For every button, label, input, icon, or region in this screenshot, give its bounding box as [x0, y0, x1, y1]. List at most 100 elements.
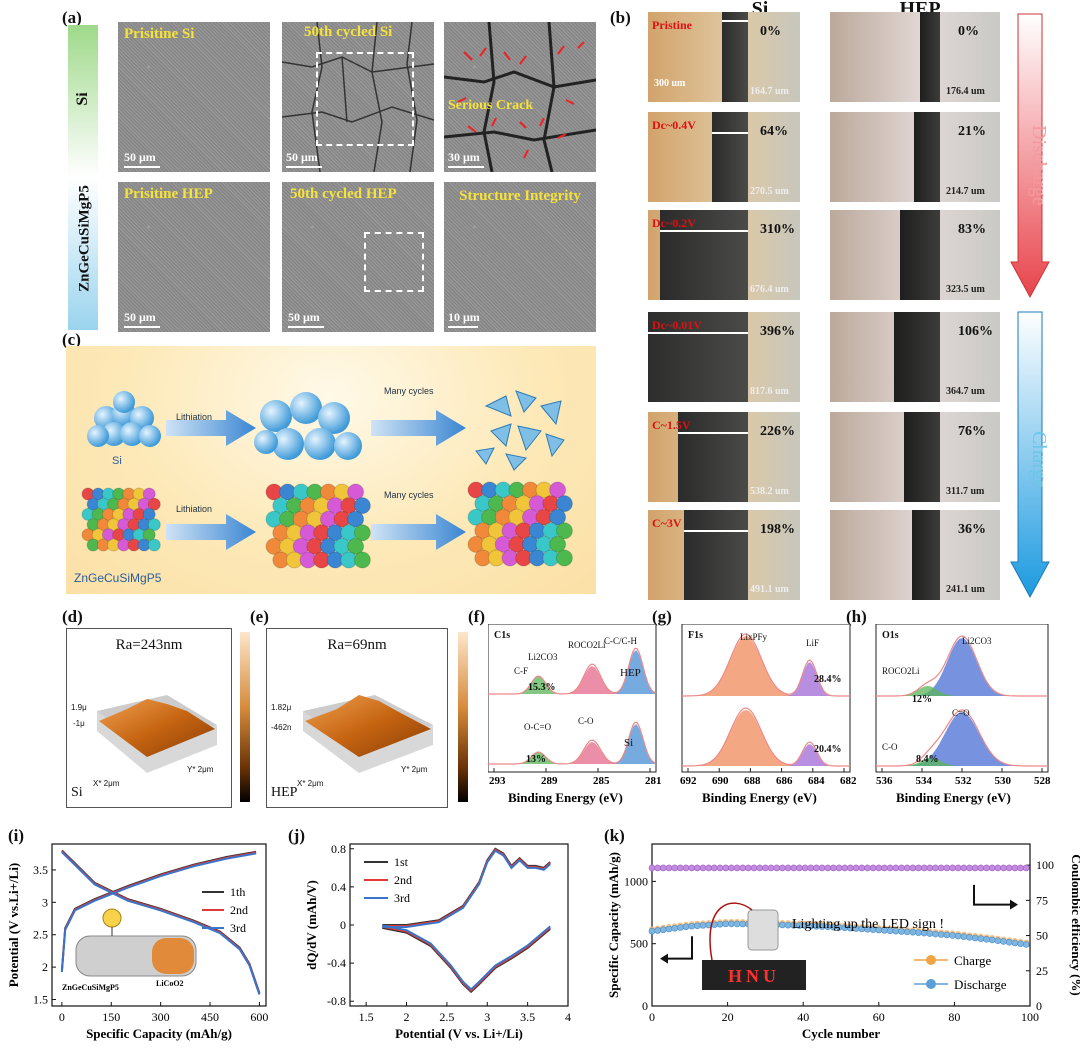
chart-k-ce-point — [790, 864, 798, 872]
optic-si-frame: Dc~0.2V 310% 676.4 um — [648, 210, 800, 300]
chart-j-xtick-label: 2 — [404, 1010, 410, 1024]
optic-hep-frame: 76% 311.7 um — [830, 412, 1000, 502]
xps-h-label: 8.4% — [916, 754, 939, 765]
chart-k-discharge-point — [665, 925, 673, 933]
gap-width: 241.1 um — [946, 584, 985, 595]
chart-k-xtick-label: 80 — [948, 1010, 960, 1024]
chart-k-ce-point — [762, 864, 769, 872]
chart-k-ce-point — [977, 864, 985, 872]
chart-k-ce-point — [875, 864, 883, 872]
xps-g-ticklabel: 688 — [744, 775, 761, 787]
chart-k-discharge-point — [716, 920, 724, 928]
hep-particle — [549, 481, 567, 499]
chart-k-y2tick-label: 0 — [1036, 999, 1042, 1013]
chart-k-ce-point — [722, 864, 730, 872]
chart-k-discharge-point — [779, 921, 786, 929]
chart-i-ytick-label: 3 — [42, 895, 48, 909]
zoom-box — [316, 52, 414, 146]
xps-f-label: O-C=O — [524, 722, 552, 732]
chart-k-ylabel: Specific Capacity (mAh/g) — [606, 852, 621, 998]
chart-k-ce-point — [960, 864, 968, 872]
optic-hep-frame: 0% 176.4 um — [830, 12, 1000, 102]
xps-g-ticklabel: 686 — [776, 775, 793, 787]
chart-k-discharge-point — [988, 936, 996, 944]
xps-g-ticklabel: 684 — [808, 775, 825, 787]
gap-width: 538.2 um — [750, 486, 789, 497]
chart-k-ce-point — [1005, 864, 1013, 872]
chart-j-xtick-label: 1.5 — [359, 1010, 374, 1024]
chart-k-ce-point — [779, 864, 786, 872]
chart-k-ce-point — [767, 864, 775, 872]
chart-i-xlabel: Specific Capacity (mAh/g) — [86, 1026, 232, 1041]
electrode-gap — [914, 112, 940, 202]
chart-i-ytick-label: 1.5 — [33, 993, 48, 1007]
chart-k-ce-point — [824, 864, 832, 872]
colorbar-e — [458, 632, 468, 802]
row-gradient-bar — [68, 25, 98, 330]
xps-g-ticklabel: 692 — [680, 775, 697, 787]
chart-k-ce-point — [835, 864, 843, 872]
electrode-gap — [712, 112, 748, 202]
xps-h-ticklabel: 536 — [876, 775, 893, 787]
electrode-gap — [678, 412, 748, 502]
xps-h-peak-bottom — [876, 712, 1048, 766]
chart-j-cathodic-2nd — [382, 925, 551, 992]
chart-i-discharge-3rd — [61, 851, 261, 995]
panel-k-label: (k) — [604, 826, 625, 845]
chart-j-cathodic-3rd — [382, 924, 551, 991]
chart-k-discharge-point — [728, 920, 735, 928]
xps-g-peak-top — [682, 636, 850, 696]
xps-h-label: Li2CO3 — [962, 636, 992, 646]
x-axis: X* 2μm — [297, 779, 324, 788]
hep-particle — [549, 535, 567, 553]
xps-h-peak-bottom — [876, 758, 1048, 766]
chart-k-legend-marker — [926, 955, 936, 965]
chart-k-ce-point — [773, 864, 781, 872]
chart-k-ce-point — [949, 864, 956, 872]
chart-j-xtick-label: 4 — [565, 1010, 571, 1024]
xps-f-label: 15.3% — [528, 682, 556, 693]
hep-cycled — [467, 481, 573, 567]
afm-surface-si — [97, 695, 217, 773]
chart-i-legend-label: 3rd — [230, 921, 246, 935]
chart-j-ytick-label: -0.8 — [327, 994, 346, 1008]
gap-width: 676.4 um — [750, 284, 789, 295]
hep-label: ZnGeCuSiMgP5 — [74, 571, 162, 585]
chart-k-ce-point — [733, 864, 741, 872]
xps-g-label: 28.4% — [814, 674, 842, 685]
panel-h-label: (h) — [846, 607, 867, 626]
sem-structure-integrity: Structure Integrity 10 μm — [444, 182, 596, 332]
hep-particle — [347, 510, 365, 528]
chart-i-frame — [51, 843, 267, 1007]
chart-k-ce-point — [699, 864, 707, 872]
xps-f-ticklabel: 289 — [541, 775, 558, 787]
z-min: -1μ — [73, 719, 85, 728]
chart-k-ce-point — [711, 864, 718, 872]
chart-k-discharge-point — [1017, 940, 1024, 947]
sem-title: Serious Crack — [448, 98, 534, 113]
discharge-charge-arrows — [1010, 13, 1050, 599]
chart-i-inset-battery — [75, 908, 197, 977]
xps-h-label: 12% — [912, 694, 932, 705]
chart-i-xtick-label: 0 — [59, 1010, 65, 1024]
left-axis-arrow — [664, 936, 693, 960]
xps-h-ticklabel: 532 — [955, 775, 972, 787]
xps-g-ticklabel: 682 — [840, 775, 857, 787]
electrode-gap — [900, 210, 940, 300]
hep-particle — [555, 495, 573, 513]
optic-hep-frame: 21% 214.7 um — [830, 112, 1000, 202]
hep-particle — [147, 538, 161, 552]
xps-f-label: 13% — [526, 754, 546, 765]
expansion-percent: 83% — [958, 222, 986, 237]
chart-k-discharge-point — [966, 934, 973, 941]
xps-h-ticklabel: 528 — [1034, 775, 1051, 787]
chart-k-ce-point — [909, 864, 917, 872]
chart-j-cathodic-1st — [382, 926, 551, 994]
xps-h-label: C=O — [952, 708, 970, 718]
chart-j-legend-label: 3rd — [394, 891, 410, 905]
chart-k-discharge-point — [983, 935, 990, 943]
chart-k-ce-point — [1022, 864, 1030, 872]
scale-bar — [448, 166, 484, 168]
chart-k-legend-marker — [926, 979, 936, 989]
gap-width: 176.4 um — [946, 86, 985, 97]
